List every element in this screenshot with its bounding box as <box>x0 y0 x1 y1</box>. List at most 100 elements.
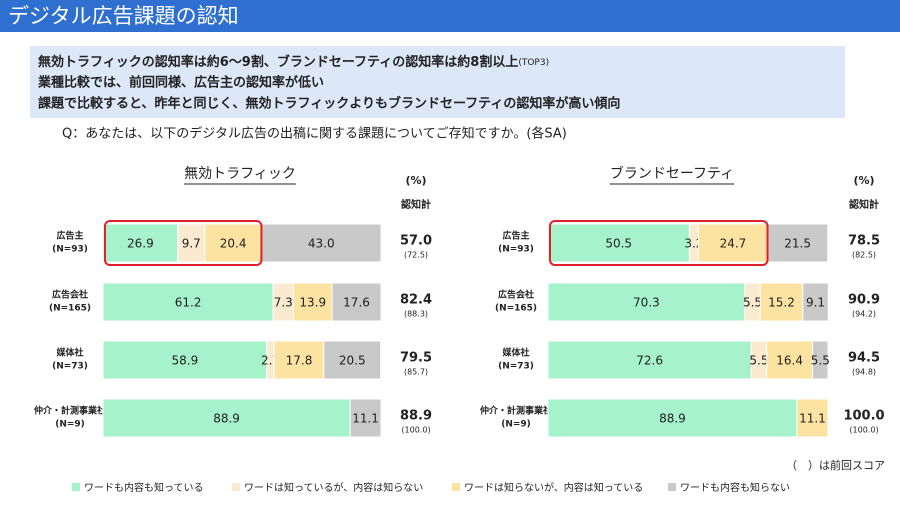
previous-value: (94.8) <box>852 368 876 377</box>
bar-segment <box>697 223 769 263</box>
bar-segment <box>812 340 829 380</box>
segment-label: 43.0 <box>308 237 335 251</box>
segment-label: 26.9 <box>127 237 154 251</box>
bar-segment <box>547 340 752 380</box>
total-value: 88.9 <box>400 409 432 424</box>
category-label: 広告会社 <box>52 289 88 301</box>
highlight-box <box>549 220 769 266</box>
segment-label: 13.9 <box>299 296 326 310</box>
category-label: 媒体社 <box>55 347 83 359</box>
total-header: 認知計 <box>401 198 431 211</box>
segment-label: 50.5 <box>605 237 632 251</box>
bar-segment <box>323 340 382 380</box>
legend-label: ワードも内容も知っている <box>84 481 204 494</box>
segment-label: 20.4 <box>220 237 247 251</box>
legend-swatch <box>232 483 240 491</box>
category-label: 仲介・計測事業社 <box>34 405 106 417</box>
summary-note: (TOP3) <box>518 58 549 68</box>
previous-value: (88.3) <box>404 310 428 319</box>
category-label: 広告会社 <box>498 289 534 301</box>
bar-segment <box>759 282 804 322</box>
total-value: 78.5 <box>848 234 880 249</box>
segment-label: 5.5 <box>749 354 768 368</box>
legend-label: ワードは知っているが、内容は知らない <box>244 481 423 494</box>
bar-segment <box>273 340 325 380</box>
legend-swatch <box>72 483 80 491</box>
segment-label: 17.8 <box>286 354 313 368</box>
sample-size: (N=73) <box>52 362 88 372</box>
total-value: 57.0 <box>400 234 432 249</box>
previous-value: (94.2) <box>852 310 876 319</box>
category-label: 広告主 <box>502 230 529 242</box>
previous-value: (100.0) <box>401 426 430 435</box>
segment-label: 70.3 <box>633 296 660 310</box>
question: Q：あなたは、以下のデジタル広告の出稿に関する課題についてご存知ですか。(各SA… <box>62 126 567 142</box>
segment-label: 61.2 <box>175 296 202 310</box>
segment-label: 88.9 <box>659 412 686 426</box>
bar-segment <box>547 223 690 263</box>
highlight-box <box>104 220 263 266</box>
segment-label: 21.5 <box>784 237 811 251</box>
sample-size: (N=165) <box>495 304 537 314</box>
header-bar <box>0 0 900 32</box>
bar-segment <box>204 223 262 263</box>
segment-label: 15.2 <box>768 296 795 310</box>
summary-line: 無効トラフィックの認知率は約6～9割、ブランドセーフティの認知率は約8割以上(T… <box>38 54 549 70</box>
bar-segment <box>767 223 829 263</box>
legend-label: ワードは知らないが、内容は知っている <box>464 481 643 494</box>
unit-label: (%) <box>405 174 426 187</box>
sample-size: (N=9) <box>501 420 531 430</box>
bar-segment <box>349 398 382 438</box>
summary-text: 無効トラフィックの認知率は約6～9割、ブランドセーフティの認知率は約8割以上 <box>38 54 518 70</box>
legend-label: ワードも内容も知らない <box>680 481 790 494</box>
segment-label: 5.5 <box>743 296 762 310</box>
bar-segment <box>177 223 206 263</box>
bar-segment <box>292 282 333 322</box>
category-label: 仲介・計測事業社 <box>480 405 552 417</box>
summary-line: 課題で比較すると、昨年と同じく、無効トラフィックよりもブランドセーフティの認知率… <box>38 96 620 112</box>
bar-segment <box>102 282 274 322</box>
chart-title: 無効トラフィック <box>184 166 296 182</box>
total-value: 90.9 <box>848 293 880 308</box>
segment-label: 88.9 <box>213 412 240 426</box>
bar-segment <box>331 282 382 322</box>
bar-segment <box>102 398 351 438</box>
previous-value: (72.5) <box>404 251 428 260</box>
bar-segment <box>796 398 829 438</box>
previous-value: (100.0) <box>849 426 878 435</box>
segment-label: 58.9 <box>172 354 199 368</box>
total-value: 82.4 <box>400 293 432 308</box>
segment-label: 11.1 <box>352 412 379 426</box>
sample-size: (N=93) <box>498 245 534 255</box>
segment-label: 24.7 <box>720 237 747 251</box>
total-value: 79.5 <box>400 351 432 366</box>
footnote: （ ）は前回スコア <box>786 458 885 472</box>
segment-label: 5.5 <box>811 354 830 368</box>
summary-line: 業種比較では、前回同様、広告主の認知率が低い <box>37 75 324 91</box>
segment-label: 9.7 <box>182 237 201 251</box>
category-label: 媒体社 <box>501 347 529 359</box>
total-value: 100.0 <box>843 409 884 424</box>
legend-swatch <box>668 483 676 491</box>
bar-segment <box>102 340 268 380</box>
category-label: 広告主 <box>56 230 83 242</box>
chart-title: ブランドセーフティ <box>610 165 734 182</box>
segment-label: 20.5 <box>339 354 366 368</box>
bar-segment <box>766 340 814 380</box>
total-value: 94.5 <box>848 351 880 366</box>
legend-swatch <box>452 483 460 491</box>
bar-segment <box>802 282 829 322</box>
unit-label: (%) <box>853 174 874 187</box>
segment-label: 72.6 <box>636 354 663 368</box>
sample-size: (N=73) <box>498 362 534 372</box>
previous-value: (85.7) <box>404 368 428 377</box>
page-title: デジタル広告課題の認知 <box>8 4 239 28</box>
sample-size: (N=9) <box>55 420 85 430</box>
segment-label: 9.1 <box>806 296 825 310</box>
segment-label: 11.1 <box>799 412 826 426</box>
total-header: 認知計 <box>849 198 879 211</box>
segment-label: 7.3 <box>274 296 293 310</box>
previous-value: (82.5) <box>852 251 876 260</box>
sample-size: (N=165) <box>49 304 91 314</box>
